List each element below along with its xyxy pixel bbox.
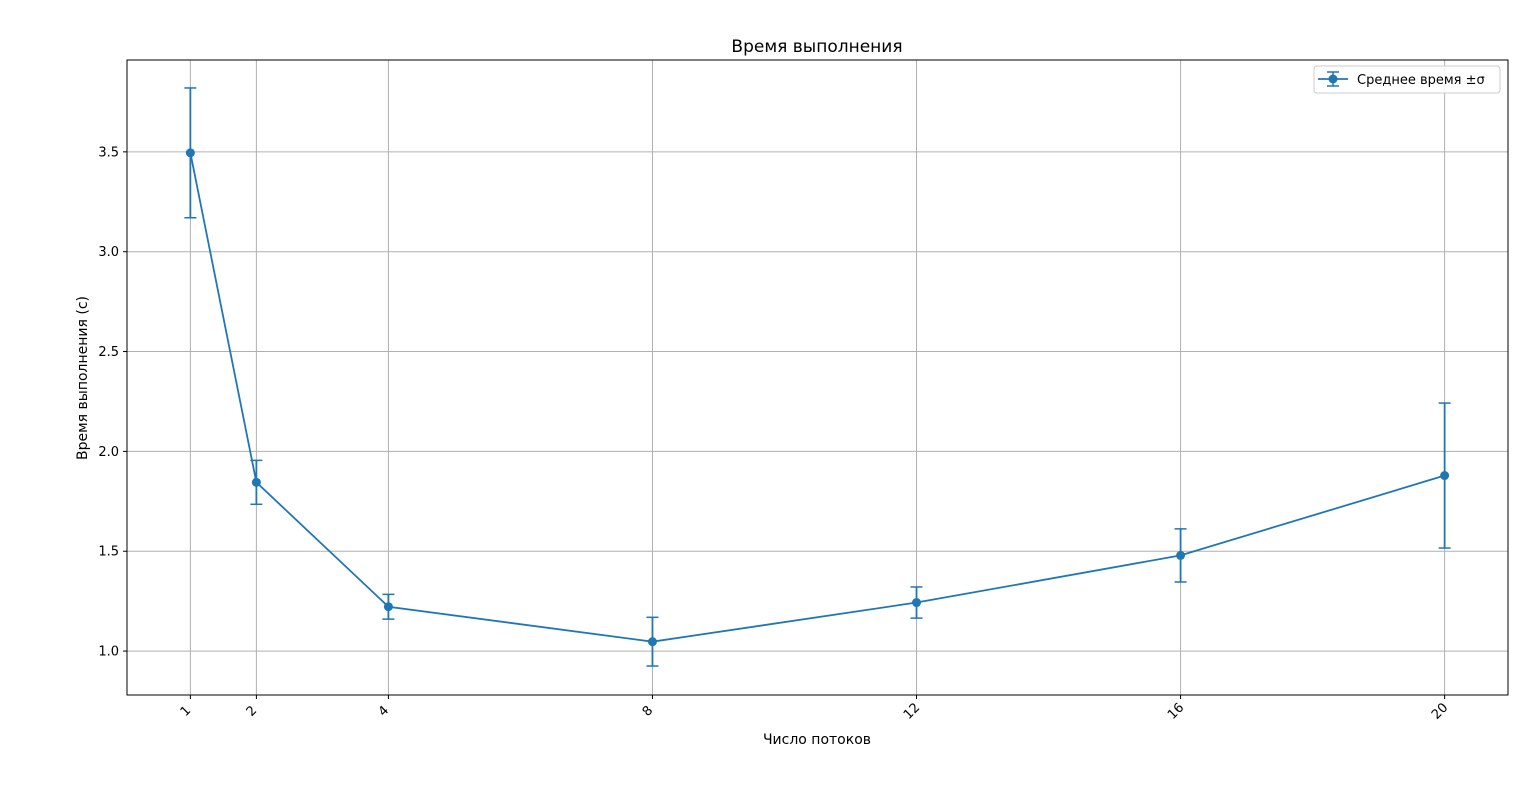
y-axis-ticks: 1.0 1.5 2.0 2.5 3.0 3.5	[98, 145, 127, 660]
legend-marker	[1318, 71, 1348, 87]
data-point	[647, 637, 657, 647]
y-tick-label: 3.0	[98, 245, 119, 260]
data-series	[184, 87, 1451, 667]
data-point	[251, 477, 261, 487]
x-axis-label: Число потоков	[763, 732, 871, 748]
y-axis-label: Время выполнения (с)	[75, 296, 91, 460]
data-point	[383, 602, 393, 612]
legend-box	[1313, 65, 1501, 94]
data-point	[1176, 550, 1186, 560]
y-tick-label: 3.5	[98, 145, 119, 160]
legend-entry-label: Среднее время ±σ	[1357, 73, 1485, 88]
data-point	[1440, 471, 1450, 481]
y-tick-label: 2.5	[98, 345, 119, 360]
data-point	[185, 148, 195, 158]
legend: Среднее время ±σ	[1313, 65, 1501, 94]
y-tick-label: 2.0	[98, 445, 119, 460]
legend-point	[1328, 74, 1338, 84]
y-tick-label: 1.0	[98, 645, 119, 660]
chart-title: Время выполнения	[731, 37, 902, 57]
plot-frame	[126, 59, 1509, 696]
data-point	[912, 598, 922, 608]
grid-lines	[127, 60, 1508, 695]
y-tick-label: 1.5	[98, 545, 119, 560]
